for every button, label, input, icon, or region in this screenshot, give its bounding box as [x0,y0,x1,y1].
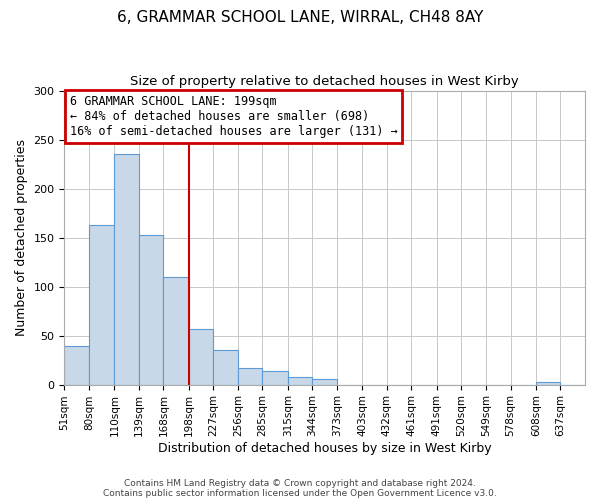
Bar [189,328,214,384]
Y-axis label: Number of detached properties: Number of detached properties [15,139,28,336]
Title: Size of property relative to detached houses in West Kirby: Size of property relative to detached ho… [130,75,519,88]
Bar [214,350,238,384]
Bar [238,368,262,384]
Text: Contains HM Land Registry data © Crown copyright and database right 2024.: Contains HM Land Registry data © Crown c… [124,478,476,488]
Text: 6, GRAMMAR SCHOOL LANE, WIRRAL, CH48 8AY: 6, GRAMMAR SCHOOL LANE, WIRRAL, CH48 8AY [117,10,483,25]
Bar [163,277,189,384]
Bar [536,382,560,384]
Bar [288,377,313,384]
Bar [115,154,139,384]
Bar [262,371,288,384]
Bar [89,225,115,384]
X-axis label: Distribution of detached houses by size in West Kirby: Distribution of detached houses by size … [158,442,491,455]
Text: 6 GRAMMAR SCHOOL LANE: 199sqm
← 84% of detached houses are smaller (698)
16% of : 6 GRAMMAR SCHOOL LANE: 199sqm ← 84% of d… [70,95,397,138]
Bar [313,378,337,384]
Bar [64,346,89,385]
Bar [139,234,163,384]
Text: Contains public sector information licensed under the Open Government Licence v3: Contains public sector information licen… [103,488,497,498]
